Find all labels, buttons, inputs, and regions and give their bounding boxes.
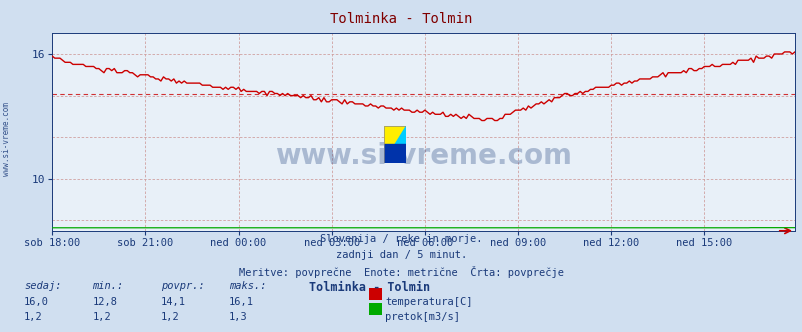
Polygon shape bbox=[395, 126, 406, 144]
Text: maks.:: maks.: bbox=[229, 281, 266, 290]
Text: 1,2: 1,2 bbox=[160, 312, 179, 322]
Text: min.:: min.: bbox=[92, 281, 124, 290]
Polygon shape bbox=[383, 144, 406, 163]
Text: temperatura[C]: temperatura[C] bbox=[385, 297, 472, 307]
Text: 1,3: 1,3 bbox=[229, 312, 247, 322]
Text: 1,2: 1,2 bbox=[24, 312, 43, 322]
Text: 16,1: 16,1 bbox=[229, 297, 253, 307]
Text: 14,1: 14,1 bbox=[160, 297, 185, 307]
Text: Slovenija / reke in morje.: Slovenija / reke in morje. bbox=[320, 234, 482, 244]
Text: Tolminka - Tolmin: Tolminka - Tolmin bbox=[309, 281, 430, 293]
Text: 16,0: 16,0 bbox=[24, 297, 49, 307]
Text: www.si-vreme.com: www.si-vreme.com bbox=[2, 103, 11, 176]
Text: pretok[m3/s]: pretok[m3/s] bbox=[385, 312, 460, 322]
Text: Tolminka - Tolmin: Tolminka - Tolmin bbox=[330, 12, 472, 26]
Text: zadnji dan / 5 minut.: zadnji dan / 5 minut. bbox=[335, 250, 467, 260]
Text: povpr.:: povpr.: bbox=[160, 281, 204, 290]
Text: 12,8: 12,8 bbox=[92, 297, 117, 307]
Text: www.si-vreme.com: www.si-vreme.com bbox=[275, 142, 571, 170]
Text: sedaj:: sedaj: bbox=[24, 281, 62, 290]
Text: Meritve: povprečne  Enote: metrične  Črta: povprečje: Meritve: povprečne Enote: metrične Črta:… bbox=[239, 266, 563, 278]
Text: 1,2: 1,2 bbox=[92, 312, 111, 322]
Polygon shape bbox=[383, 126, 406, 144]
